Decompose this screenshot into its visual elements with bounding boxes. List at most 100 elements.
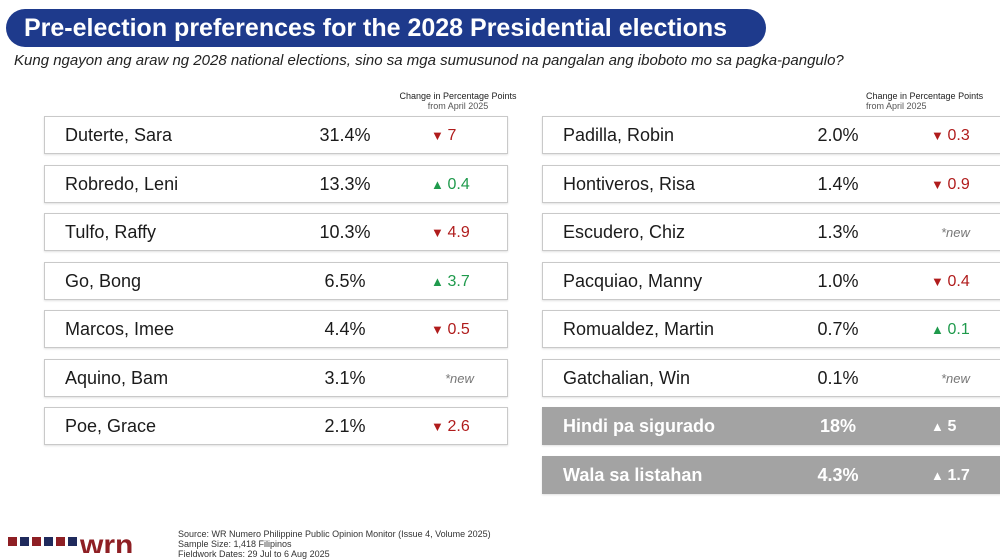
percentage-change: ▲ 1.7 [931,457,970,494]
change-value: 0.4 [947,272,970,290]
candidate-name: Aquino, Bam [65,367,169,388]
candidate-name: Wala sa listahan [563,464,703,485]
change-value: *new [941,370,970,386]
percentage-change: ▼ 0.4 [931,263,970,300]
page-title: Pre-election preferences for the 2028 Pr… [6,9,766,47]
candidate-name: Hontiveros, Risa [563,173,696,194]
candidate-name: Duterte, Sara [65,125,173,145]
triangle-up-icon: ▲ [931,467,948,483]
table-row: Tulfo, Raffy 10.3% ▼ 4.9 [44,213,508,251]
table-row: Wala sa listahan 4.3% ▲ 1.7 [542,455,1000,494]
table-row: Escudero, Chiz 1.3% *new [542,213,1000,251]
table-row: Gatchalian, Win 0.1% *new [542,358,1000,397]
triangle-up-icon: ▲ [431,176,448,192]
candidate-name: Hindi pa sigurado [563,416,716,436]
table-row: Poe, Grace 2.1% ▼ 2.6 [44,407,508,445]
change-value: 5 [947,418,957,435]
percentage-change: ▲ 0.4 [431,166,470,203]
change-header-line2: from April 2025 [866,101,927,111]
percentage-change: ▼ 0.5 [431,311,470,348]
change-value: 0.9 [947,175,970,193]
table-row: Pacquiao, Manny 1.0% ▼ 0.4 [542,261,1000,300]
candidate-name: Padilla, Robin [563,125,675,145]
footer-source: Source: WR Numero Philippine Public Opin… [178,529,491,559]
table-row: Romualdez, Martin 0.7% ▲ 0.1 [542,310,1000,348]
candidate-percentage: 0.7% [817,319,859,339]
candidate-percentage: 10.3% [319,222,371,242]
candidate-name: Robredo, Leni [65,173,179,194]
candidate-percentage: 1.3% [817,222,859,242]
sample-line: Sample Size: 1,418 Filipinos [178,539,292,549]
triangle-up-icon: ▲ [931,322,948,337]
candidate-percentage: 2.0% [817,125,859,145]
table-row: Aquino, Bam 3.1% *new [44,358,508,397]
candidate-percentage: 2.1% [324,416,366,436]
change-value: 0.3 [947,127,970,144]
change-value: 4.9 [447,224,470,241]
table-row: Duterte, Sara 31.4% ▼ 7 [44,116,508,154]
table-row: Hindi pa sigurado 18% ▲ 5 [542,407,1000,445]
table-row: Robredo, Leni 13.3% ▲ 0.4 [44,164,508,203]
candidate-name: Escudero, Chiz [563,222,686,242]
candidate-name: Gatchalian, Win [563,367,691,388]
logo-squares [8,537,77,546]
change-header-line2: from April 2025 [427,101,489,111]
candidate-percentage: 1.4% [817,173,859,194]
change-header-line1: Change in Percentage Points [866,91,984,101]
triangle-up-icon: ▲ [431,273,448,289]
change-value: 2.6 [447,418,470,435]
percentage-change: ▲ 3.7 [431,263,470,300]
change-value: 1.7 [947,466,970,484]
percentage-change: ▼ 0.3 [931,117,970,154]
candidate-percentage: 6.5% [324,270,366,291]
change-value: 3.7 [447,272,470,290]
candidate-percentage: 1.0% [817,270,859,291]
percentage-change: *new [445,360,474,397]
percentage-change: ▼ 2.6 [431,408,470,445]
survey-question: Kung ngayon ang araw ng 2028 national el… [14,52,844,69]
percentage-change: ▼ 7 [431,117,456,154]
table-row: Marcos, Imee 4.4% ▼ 0.5 [44,310,508,348]
candidate-percentage: 13.3% [319,173,371,194]
percentage-change: ▲ 5 [931,408,956,445]
triangle-down-icon: ▼ [931,128,948,143]
triangle-down-icon: ▼ [431,419,448,434]
change-header-line1: Change in Percentage Points [399,91,517,101]
triangle-up-icon: ▲ [931,419,948,434]
percentage-change: ▼ 4.9 [431,214,470,251]
candidate-percentage: 4.3% [817,464,859,485]
candidate-name: Tulfo, Raffy [65,222,157,242]
candidate-name: Pacquiao, Manny [563,270,703,291]
table-row: Hontiveros, Risa 1.4% ▼ 0.9 [542,164,1000,203]
percentage-change: *new [941,214,970,251]
change-value: 0.5 [447,321,470,338]
candidate-name: Romualdez, Martin [563,319,715,339]
triangle-down-icon: ▼ [931,273,948,289]
candidate-name: Go, Bong [65,270,142,291]
change-value: 0.4 [447,175,470,193]
change-value: 7 [447,127,457,144]
candidate-name: Poe, Grace [65,416,157,436]
triangle-down-icon: ▼ [431,128,448,143]
candidate-percentage: 18% [819,416,857,436]
triangle-down-icon: ▼ [431,322,448,337]
table-row: Padilla, Robin 2.0% ▼ 0.3 [542,116,1000,154]
fieldwork-line: Fieldwork Dates: 29 Jul to 6 Aug 2025 [178,549,330,559]
triangle-down-icon: ▼ [431,225,448,240]
candidate-percentage: 31.4% [319,125,371,145]
change-header-right: Change in Percentage Points from April 2… [866,91,1000,111]
change-header-left: Change in Percentage Points from April 2… [378,91,538,111]
logo-wordmark: wrn [79,529,133,553]
candidate-percentage: 0.1% [817,367,859,388]
change-value: *new [445,370,474,386]
candidate-percentage: 4.4% [324,319,366,339]
percentage-change: ▲ 0.1 [931,311,970,348]
candidate-name: Marcos, Imee [65,319,175,339]
triangle-down-icon: ▼ [931,176,948,192]
candidate-percentage: 3.1% [324,367,366,388]
percentage-change: *new [941,360,970,397]
wrn-logo: wrn [8,529,133,553]
change-value: *new [941,225,970,240]
percentage-change: ▼ 0.9 [931,166,970,203]
table-row: Go, Bong 6.5% ▲ 3.7 [44,261,508,300]
